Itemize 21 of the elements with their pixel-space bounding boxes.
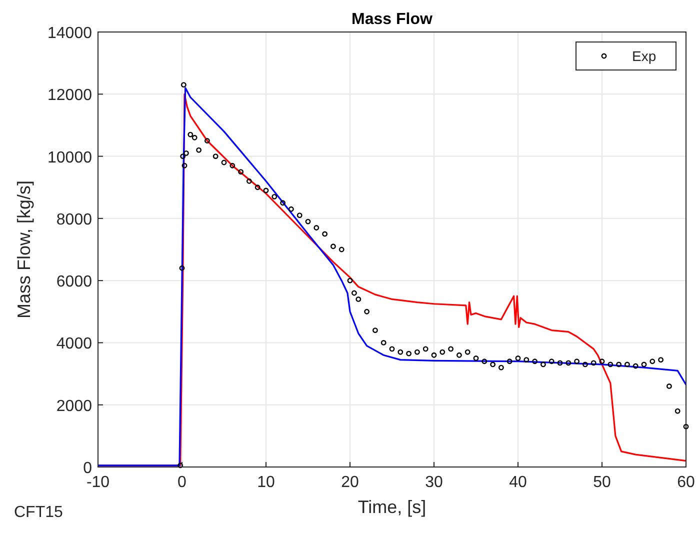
x-tick-label: 40: [509, 474, 527, 491]
y-tick-label: 8000: [56, 211, 92, 228]
x-tick-label: 60: [677, 474, 695, 491]
y-tick-label: 6000: [56, 274, 92, 291]
y-tick-label: 0: [83, 460, 92, 477]
y-tick-label: 2000: [56, 398, 92, 415]
x-tick-label: 50: [593, 474, 611, 491]
x-tick-label: 10: [257, 474, 275, 491]
x-axis-title: Time, [s]: [358, 497, 426, 517]
x-tick-label: -10: [86, 474, 110, 491]
y-tick-label: 12000: [48, 87, 92, 104]
y-tick-label: 10000: [48, 149, 92, 166]
x-tick-label: 0: [178, 474, 187, 491]
y-tick-label: 4000: [56, 336, 92, 353]
y-axis-title: Mass Flow, [kg/s]: [14, 180, 34, 319]
y-tick-label: 14000: [48, 25, 92, 42]
x-tick-label: 30: [425, 474, 443, 491]
chart-title: Mass Flow: [352, 11, 434, 28]
x-tick-label: 20: [341, 474, 359, 491]
legend-label: Exp: [632, 48, 656, 64]
text: CFT15: [14, 504, 63, 521]
